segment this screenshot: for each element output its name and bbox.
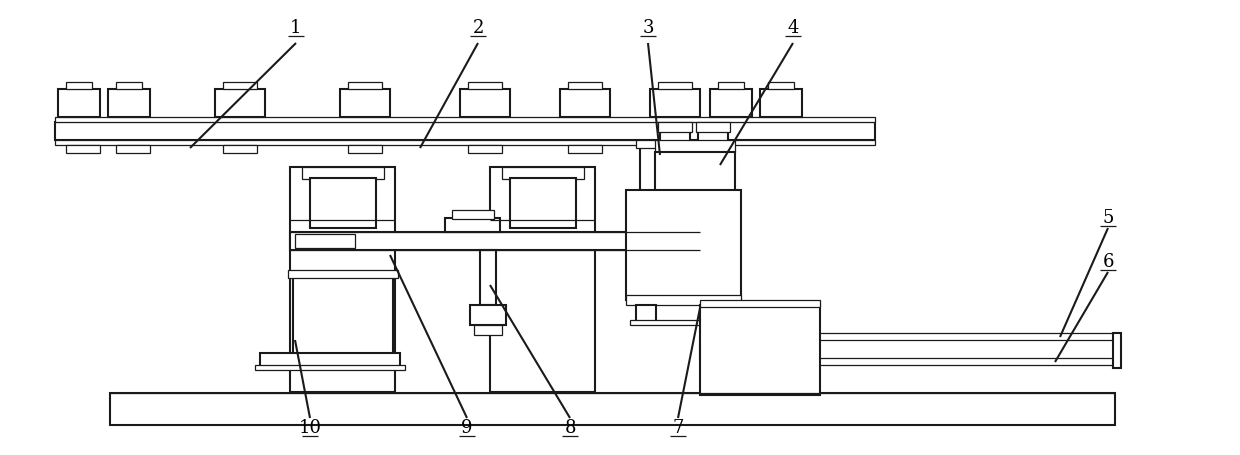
Bar: [626, 190, 742, 300]
Text: 4: 4: [787, 19, 799, 37]
Bar: [658, 82, 692, 89]
Bar: [66, 145, 100, 153]
Bar: [655, 140, 735, 152]
Bar: [650, 89, 701, 117]
Bar: [718, 82, 744, 89]
Bar: [293, 275, 393, 355]
Bar: [480, 250, 496, 305]
Bar: [223, 145, 257, 153]
Bar: [510, 178, 577, 228]
Bar: [108, 89, 150, 117]
Bar: [117, 145, 150, 153]
Text: 3: 3: [642, 19, 653, 37]
Bar: [560, 89, 610, 117]
Bar: [706, 305, 725, 323]
Bar: [630, 320, 740, 325]
Bar: [658, 122, 692, 132]
Bar: [260, 353, 401, 368]
Bar: [223, 82, 257, 89]
Bar: [110, 393, 1115, 425]
Bar: [467, 145, 502, 153]
Bar: [453, 210, 494, 219]
Bar: [768, 82, 794, 89]
Text: 1: 1: [290, 19, 301, 37]
Bar: [303, 167, 384, 179]
Bar: [701, 333, 1115, 340]
Bar: [293, 353, 393, 361]
Bar: [288, 270, 398, 278]
Bar: [340, 89, 391, 117]
Bar: [626, 295, 742, 305]
Bar: [636, 140, 676, 148]
Bar: [460, 89, 510, 117]
Bar: [58, 89, 100, 117]
Bar: [295, 234, 355, 248]
Bar: [502, 167, 584, 179]
Text: 5: 5: [1102, 209, 1114, 227]
Bar: [215, 89, 265, 117]
Bar: [568, 82, 601, 89]
Text: 6: 6: [1102, 253, 1114, 271]
Bar: [348, 82, 382, 89]
Text: 8: 8: [564, 419, 575, 437]
Bar: [655, 152, 735, 192]
Bar: [310, 178, 376, 228]
Text: 10: 10: [299, 419, 321, 437]
Bar: [701, 305, 820, 395]
Text: 7: 7: [672, 419, 683, 437]
Text: 9: 9: [461, 419, 472, 437]
Bar: [290, 232, 701, 250]
Bar: [701, 300, 820, 307]
Bar: [696, 122, 730, 132]
Bar: [255, 365, 405, 370]
Bar: [636, 305, 656, 323]
Bar: [701, 358, 1115, 365]
Bar: [660, 130, 689, 150]
Bar: [55, 117, 875, 122]
Bar: [445, 218, 500, 232]
Bar: [290, 167, 396, 392]
Bar: [55, 122, 875, 140]
Bar: [66, 82, 92, 89]
Bar: [1114, 333, 1121, 368]
Text: 2: 2: [472, 19, 484, 37]
Bar: [711, 89, 751, 117]
Bar: [490, 167, 595, 392]
Bar: [470, 305, 506, 325]
Bar: [658, 145, 692, 153]
Bar: [760, 89, 802, 117]
Bar: [467, 82, 502, 89]
Bar: [474, 325, 502, 335]
Bar: [55, 140, 875, 145]
Bar: [568, 145, 601, 153]
Bar: [698, 130, 728, 150]
Bar: [701, 338, 1115, 360]
Bar: [348, 145, 382, 153]
Bar: [117, 82, 143, 89]
Bar: [640, 145, 672, 235]
